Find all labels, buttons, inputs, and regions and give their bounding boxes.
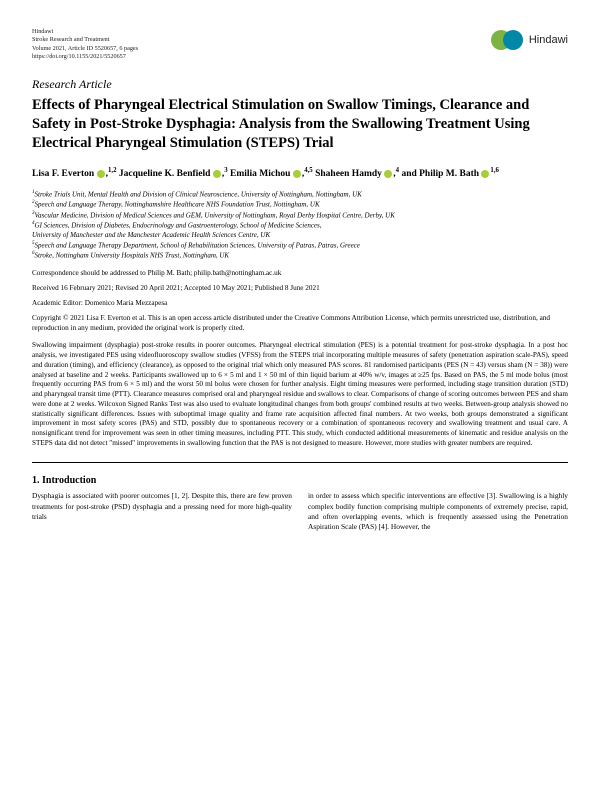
affiliation-line: University of Manchester and the Manches… [32,231,568,240]
affiliation-line: 4GI Sciences, Division of Diabetes, Endo… [32,221,568,231]
journal-meta: Hindawi Stroke Research and Treatment Vo… [32,28,138,61]
abstract: Swallowing impairment (dysphagia) post-s… [32,341,568,448]
correspondence: Correspondence should be addressed to Ph… [32,269,568,277]
body-columns: Dysphagia is associated with poorer outc… [32,491,568,532]
affiliation-line: 3Vascular Medicine, Division of Medical … [32,211,568,221]
publication-dates: Received 16 February 2021; Revised 20 Ap… [32,284,568,292]
copyright-notice: Copyright © 2021 Lisa F. Everton et al. … [32,314,568,333]
publisher-logo-text: Hindawi [529,34,568,46]
authors: Lisa F. Everton ,1,2 Jacqueline K. Benfi… [32,166,568,182]
article-type: Research Article [32,77,568,92]
journal-publication: Stroke Research and Treatment [32,36,138,44]
section-divider [32,462,568,463]
academic-editor: Academic Editor: Domenico Maria Mezzapes… [32,299,568,307]
affiliation-line: 5Speech and Language Therapy Department,… [32,241,568,251]
journal-doi: https://doi.org/10.1155/2021/5520657 [32,53,138,61]
article-title: Effects of Pharyngeal Electrical Stimula… [32,96,568,152]
affiliations: 1Stroke Trials Unit, Mental Health and D… [32,190,568,261]
affiliation-line: 6Stroke, Nottingham University Hospitals… [32,251,568,261]
hindawi-logo-icon [491,28,525,52]
journal-name: Hindawi [32,28,138,36]
body-column-right: in order to assess which specific interv… [308,491,568,532]
body-column-left: Dysphagia is associated with poorer outc… [32,491,292,532]
affiliation-line: 2Speech and Language Therapy, Nottingham… [32,200,568,210]
page-header: Hindawi Stroke Research and Treatment Vo… [32,28,568,61]
affiliation-line: 1Stroke Trials Unit, Mental Health and D… [32,190,568,200]
journal-volume: Volume 2021, Article ID 5520657, 6 pages [32,45,138,53]
section-heading-introduction: 1. Introduction [32,475,568,486]
publisher-logo: Hindawi [491,28,568,52]
